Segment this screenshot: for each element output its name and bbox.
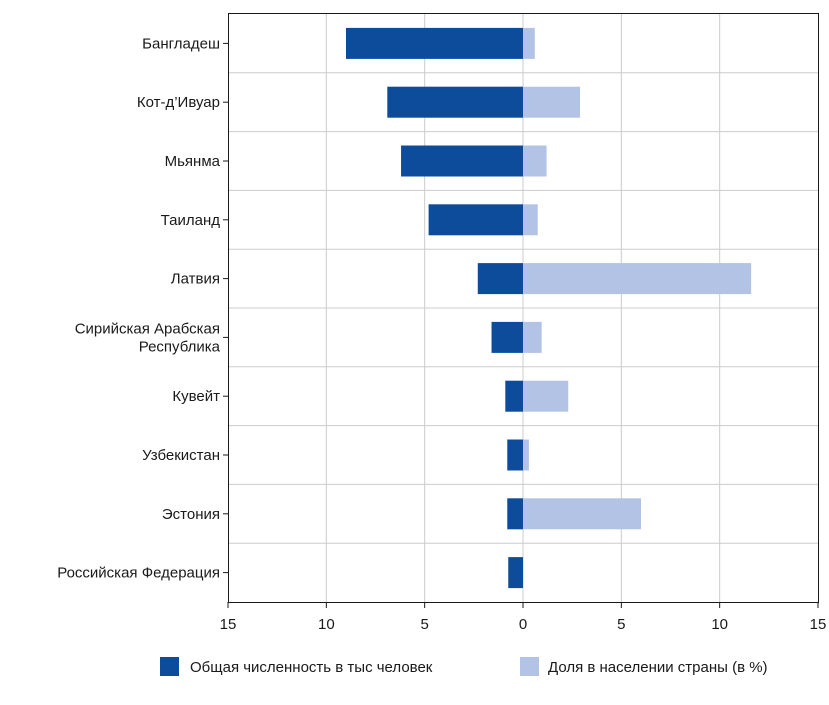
- category-label-0-line-0: Бангладеш: [142, 35, 220, 52]
- bar-share-2: [523, 145, 547, 177]
- grid-layer: [229, 14, 818, 602]
- category-label-2-line-0: Мьянма: [165, 153, 221, 170]
- category-label-6-line-0: Кувейт: [172, 388, 220, 405]
- category-label-2: Мьянма: [165, 153, 221, 170]
- legend-label-1: Доля в населении страны (в %): [548, 659, 768, 676]
- legend-label-0: Общая численность в тыс человек: [190, 659, 433, 676]
- category-label-4-line-0: Латвия: [171, 271, 220, 288]
- category-label-3: Таиланд: [161, 212, 221, 229]
- bar-share-8: [523, 498, 641, 530]
- category-label-1-line-0: Кот-д’Ивуар: [137, 94, 220, 111]
- bar-total-7: [507, 439, 523, 471]
- category-label-3-line-0: Таиланд: [161, 212, 221, 229]
- bar-total-4: [477, 263, 523, 295]
- category-label-1: Кот-д’Ивуар: [137, 94, 220, 111]
- bar-total-5: [491, 321, 523, 353]
- category-label-5-line-1: Республика: [139, 338, 221, 355]
- legend-swatch-1: [520, 657, 539, 676]
- bar-share-4: [523, 263, 752, 295]
- x-tick-label-5: 10: [711, 616, 728, 633]
- category-label-8-line-0: Эстония: [162, 506, 220, 523]
- x-tick-label-3: 0: [519, 616, 527, 633]
- bar-total-6: [505, 380, 523, 412]
- category-label-4: Латвия: [171, 271, 220, 288]
- bar-total-2: [401, 145, 523, 177]
- category-label-7-line-0: Узбекистан: [142, 447, 220, 464]
- category-label-9-line-0: Российская Федерация: [57, 565, 220, 582]
- legend: Общая численность в тыс человек Доля в на…: [160, 657, 768, 676]
- category-label-0: Бангладеш: [142, 35, 220, 52]
- category-label-8: Эстония: [162, 506, 220, 523]
- bar-share-3: [523, 204, 538, 236]
- category-label-9: Российская Федерация: [57, 565, 220, 582]
- bar-share-7: [523, 439, 529, 471]
- bar-total-9: [508, 557, 523, 589]
- bar-total-0: [346, 27, 523, 59]
- bar-share-5: [523, 321, 542, 353]
- x-tick-label-2: 5: [420, 616, 428, 633]
- x-tick-label-0: 15: [220, 616, 237, 633]
- category-label-7: Узбекистан: [142, 447, 220, 464]
- bars-layer: [346, 27, 752, 589]
- bar-total-3: [428, 204, 523, 236]
- x-tick-label-4: 5: [617, 616, 625, 633]
- category-label-6: Кувейт: [172, 388, 220, 405]
- bar-share-6: [523, 380, 569, 412]
- category-label-5: Сирийская Арабская Республика: [75, 320, 221, 355]
- bar-share-0: [523, 27, 535, 59]
- bar-share-1: [523, 86, 581, 118]
- x-tick-label-6: 15: [810, 616, 827, 633]
- legend-swatch-0: [160, 657, 179, 676]
- category-label-5-line-0: Сирийская Арабская: [75, 320, 220, 337]
- x-tick-label-1: 10: [318, 616, 335, 633]
- bar-total-1: [387, 86, 523, 118]
- bar-total-8: [507, 498, 523, 530]
- axis-layer: Бангладеш Кот-д’Ивуар Мьянма Таиланд Латвия С…: [57, 35, 826, 633]
